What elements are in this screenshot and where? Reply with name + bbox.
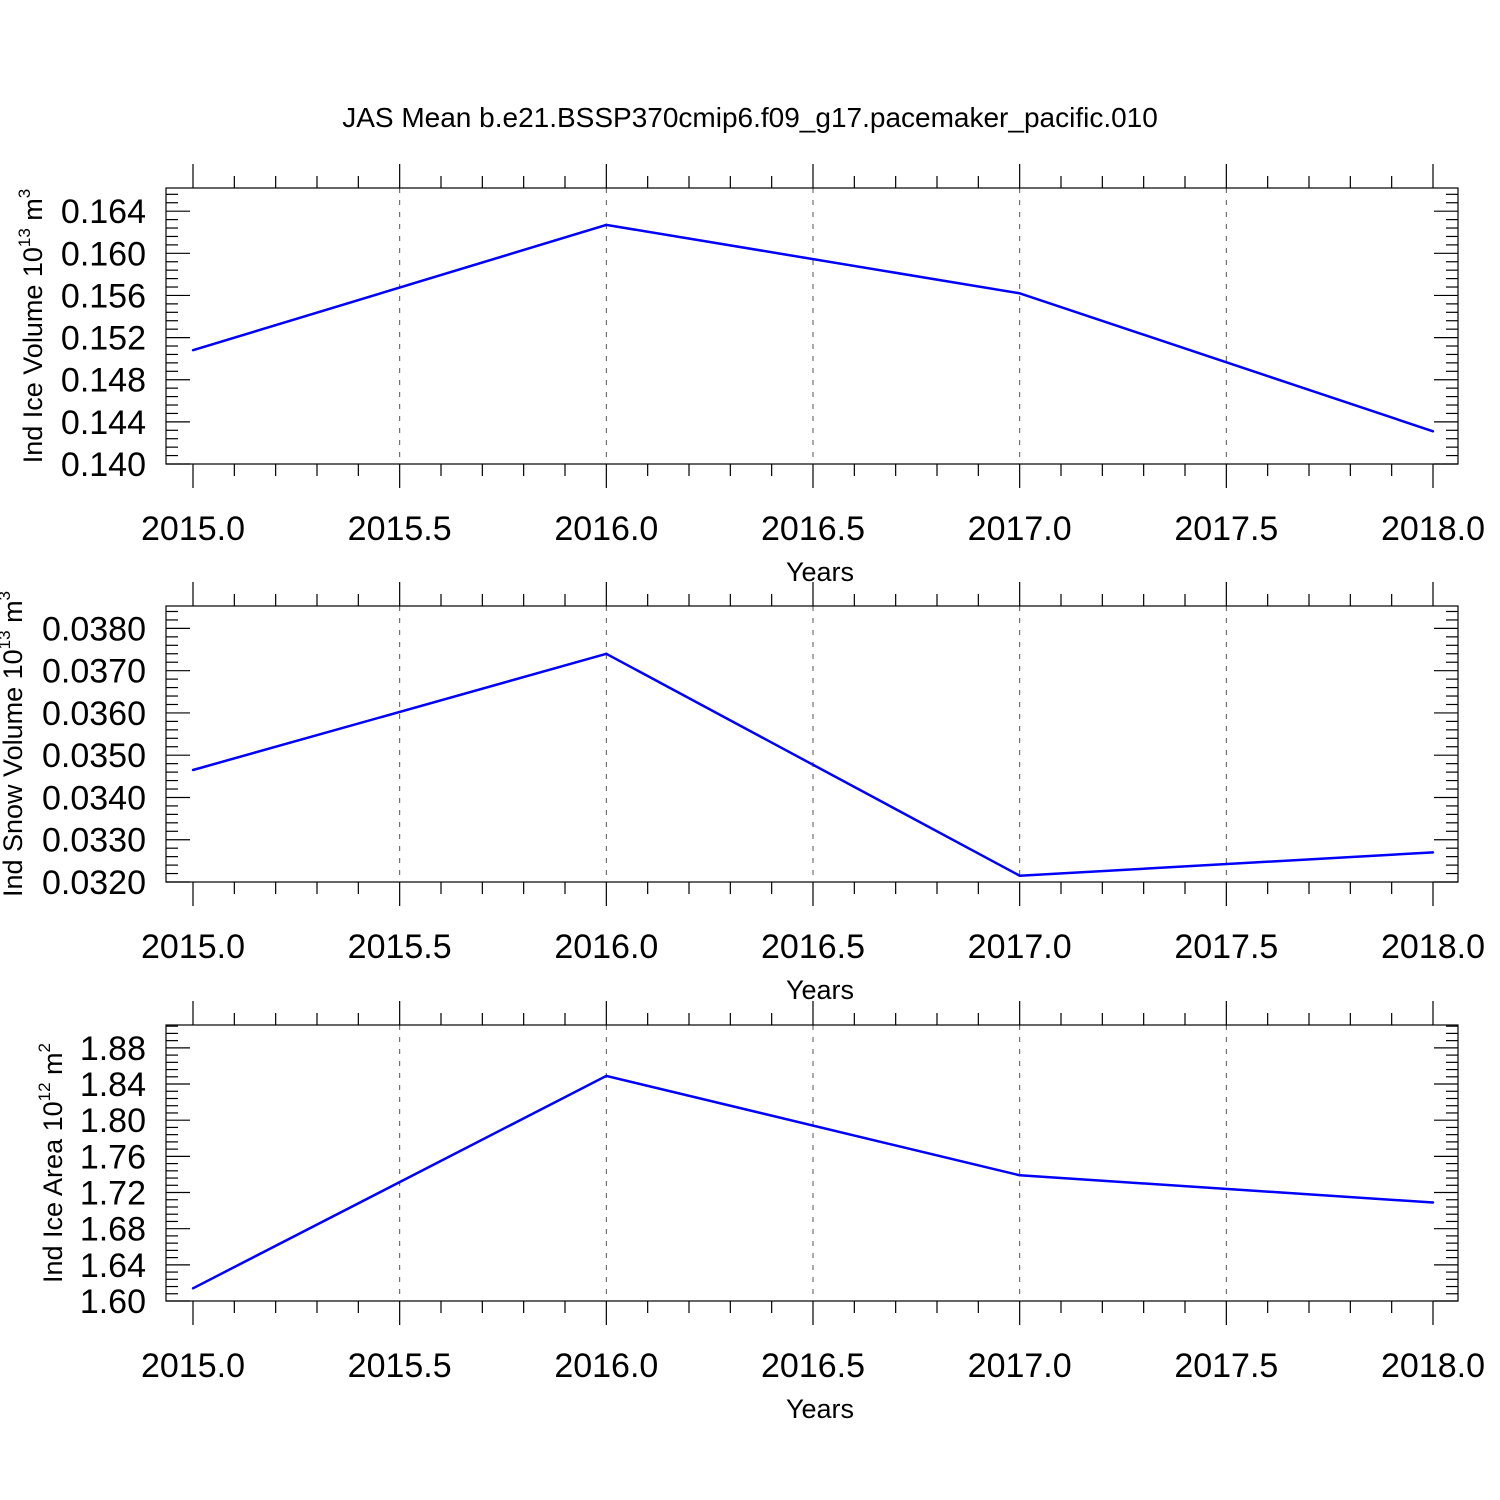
y-axis-label-unit: m: [18, 198, 48, 228]
x-axis-label: Years: [786, 975, 854, 1005]
data-point: [191, 349, 195, 352]
y-tick-label: 0.152: [61, 320, 146, 358]
y-tick-label: 0.140: [61, 446, 146, 484]
y-tick-label: 1.68: [80, 1211, 146, 1249]
y-tick-label: 0.156: [61, 277, 146, 315]
x-tick-label: 2018.0: [1381, 928, 1485, 966]
y-axis-label-unit-exponent: 3: [15, 189, 34, 198]
plot-frame: [165, 1024, 1459, 1302]
plot-frame: [165, 605, 1459, 883]
y-tick-label: 1.72: [80, 1175, 146, 1213]
y-tick-label: 0.148: [61, 362, 146, 400]
panel-snow-volume: 2015.0 2015.5 2016.0 2016.5 2017.0 2017.5 2018…: [0, 582, 1485, 1005]
y-axis-label-unit-exponent: 2: [35, 1043, 54, 1052]
x-tick-label: 2017.0: [968, 928, 1072, 966]
data-point: [1018, 1174, 1021, 1177]
series-line: [192, 223, 1434, 433]
y-tick-label: 0.0380: [42, 610, 146, 648]
y-tick-label: 1.64: [80, 1247, 146, 1285]
x-axis-label: Years: [786, 1394, 854, 1424]
data-point: [605, 652, 608, 655]
y-tick-label: 0.160: [61, 235, 146, 273]
x-tick-label: 2016.0: [554, 1347, 658, 1385]
x-tick-label: 2015.5: [348, 510, 452, 548]
series-line: [192, 652, 1434, 877]
x-axis-label: Years: [786, 557, 854, 587]
y-tick-label: 1.88: [80, 1030, 146, 1068]
y-axis-label-unit-exponent: 3: [0, 591, 14, 600]
y-tick-label: 1.84: [80, 1066, 146, 1104]
x-tick-label: 2015.5: [348, 1347, 452, 1385]
x-tick-label: 2015.5: [348, 928, 452, 966]
y-tick-label: 0.0370: [42, 653, 146, 691]
x-tick-label: 2017.5: [1174, 510, 1278, 548]
data-point: [1431, 851, 1435, 854]
x-tick-label: 2017.0: [968, 1347, 1072, 1385]
x-tick-label: 2017.0: [968, 510, 1072, 548]
y-axis-label-exponent: 12: [35, 1082, 54, 1101]
data-point: [605, 1074, 608, 1078]
x-tick-label: 2016.0: [554, 928, 658, 966]
x-tick-label: 2017.5: [1174, 1347, 1278, 1385]
data-point: [1431, 430, 1435, 433]
y-tick-label: 0.0360: [42, 695, 146, 733]
data-point: [1018, 874, 1021, 877]
data-point: [1431, 1201, 1435, 1204]
x-tick-label: 2016.5: [761, 1347, 865, 1385]
y-axis-label-text: Ind Ice Volume 10: [18, 247, 48, 463]
x-tick-label: 2016.5: [761, 928, 865, 966]
y-tick-label: 1.60: [80, 1283, 146, 1321]
x-tick-label: 2015.0: [141, 928, 245, 966]
y-axis-label: Ind Ice Area 1012 m2: [35, 1043, 68, 1283]
x-tick-label: 2015.0: [141, 1347, 245, 1385]
y-axis-label-text: Ind Snow Volume 10: [0, 649, 28, 897]
y-axis-label-unit: m: [38, 1052, 68, 1082]
y-tick-label: 1.76: [80, 1138, 146, 1176]
data-point: [1018, 292, 1021, 295]
x-tick-label: 2018.0: [1381, 510, 1485, 548]
figure-title: JAS Mean b.e21.BSSP370cmip6.f09_g17.pace…: [342, 102, 1158, 133]
y-tick-label: 0.0350: [42, 737, 146, 775]
y-tick-label: 0.0340: [42, 779, 146, 817]
x-tick-label: 2015.0: [141, 510, 245, 548]
y-tick-label: 0.0330: [42, 822, 146, 860]
y-tick-label: 0.0320: [42, 864, 146, 902]
x-tick-label: 2016.0: [554, 510, 658, 548]
y-tick-label: 0.144: [61, 404, 146, 442]
data-point: [605, 223, 608, 227]
panel-ice-volume: 2015.0 2015.5 2016.0 2016.5 2017.0 2017.5 2018…: [15, 164, 1485, 587]
y-axis-label: Ind Ice Volume 1013 m3: [15, 189, 48, 464]
x-tick-label: 2018.0: [1381, 1347, 1485, 1385]
y-tick-label: 0.164: [61, 193, 146, 231]
y-axis-label: Ind Snow Volume 1013 m3: [0, 591, 28, 897]
y-axis-label-exponent: 13: [0, 630, 14, 649]
data-point: [191, 768, 195, 772]
series-line: [192, 1074, 1434, 1290]
y-axis-label-unit: m: [0, 600, 28, 630]
y-tick-label: 1.80: [80, 1102, 146, 1140]
panel-ice-area: 2015.0 2015.5 2016.0 2016.5 2017.0 2017.5 2018…: [35, 1001, 1485, 1424]
x-tick-label: 2017.5: [1174, 928, 1278, 966]
y-axis-label-exponent: 13: [15, 228, 34, 247]
x-tick-label: 2016.5: [761, 510, 865, 548]
y-axis-label-text: Ind Ice Area 10: [38, 1101, 68, 1283]
data-point: [191, 1287, 195, 1290]
plot-frame: [165, 187, 1459, 465]
